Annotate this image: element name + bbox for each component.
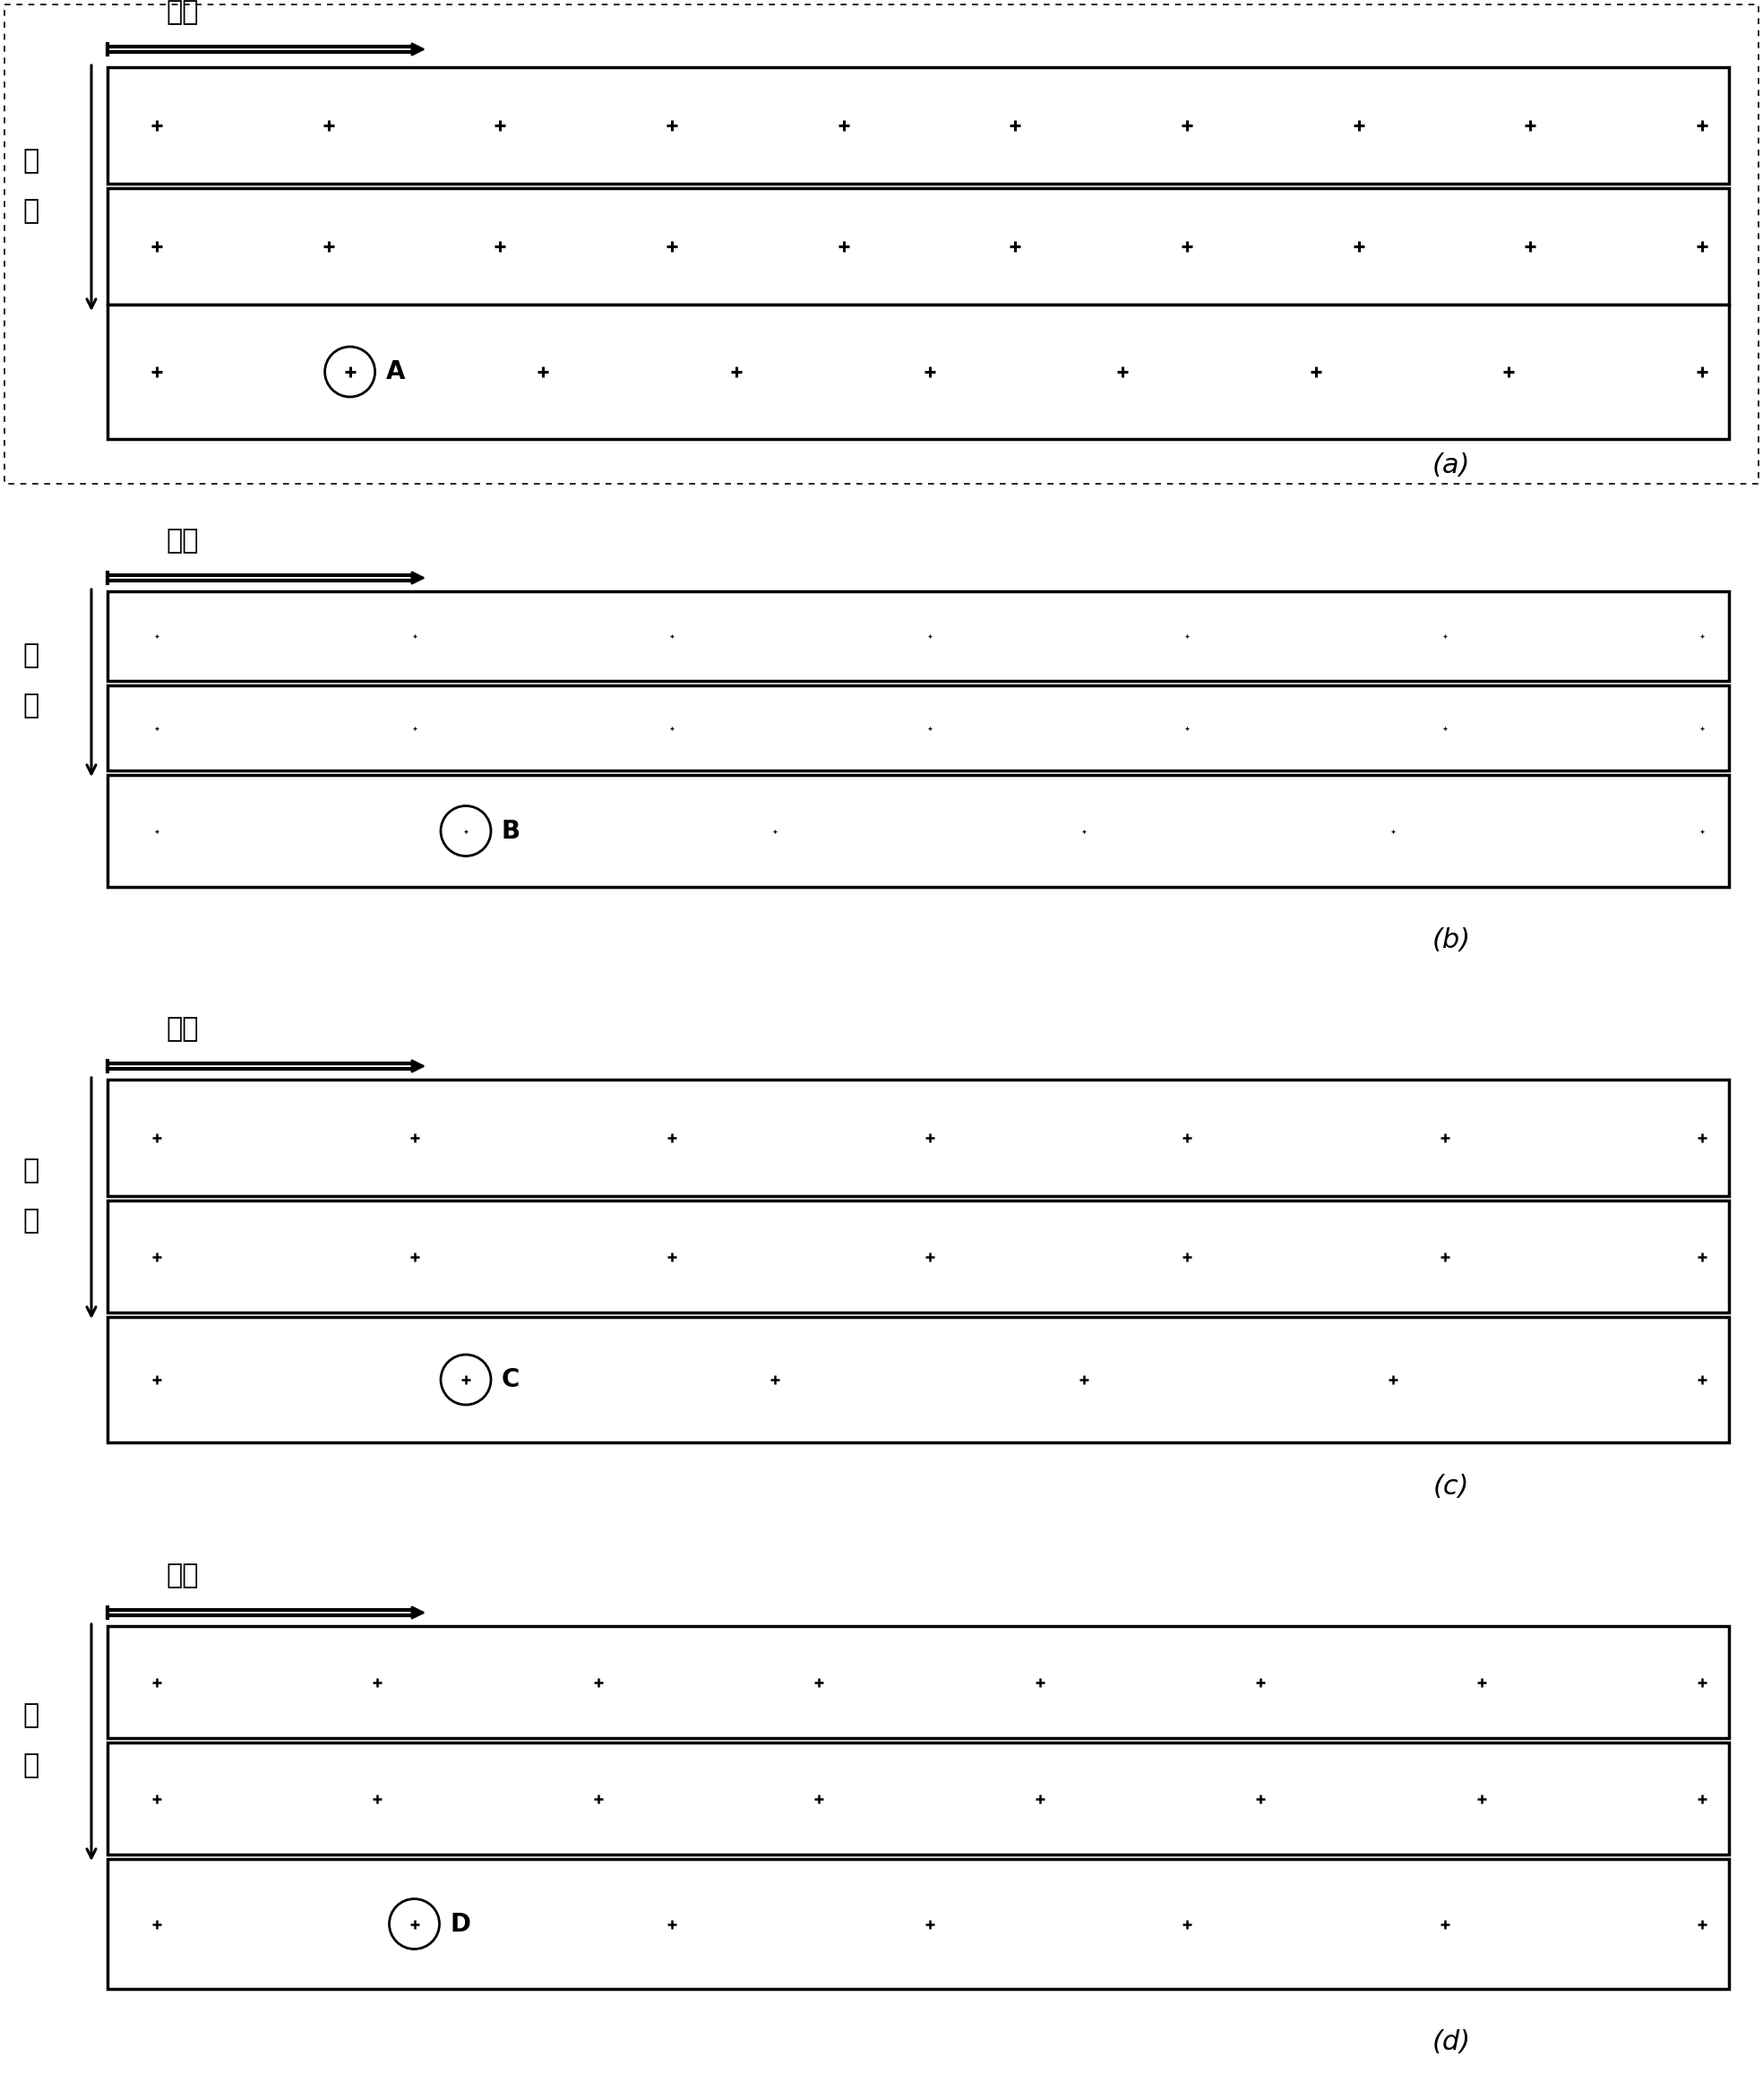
Text: 方位: 方位 [166, 1562, 199, 1588]
Text: (d): (d) [1432, 2031, 1470, 2056]
Bar [108, 1625, 1730, 1739]
Bar [108, 304, 1730, 439]
Bar [5, 4, 1758, 483]
Text: 离: 离 [23, 1751, 39, 1779]
Text: 方位: 方位 [166, 0, 199, 25]
Text: 距: 距 [23, 1157, 39, 1184]
Text: 距: 距 [23, 147, 39, 174]
Text: (c): (c) [1433, 1474, 1469, 1499]
Bar [108, 1201, 1730, 1312]
Bar [108, 1317, 1730, 1443]
Bar [108, 1743, 1730, 1854]
Bar [108, 775, 1730, 886]
Bar [108, 189, 1730, 304]
Text: 距: 距 [23, 643, 39, 668]
Text: 距: 距 [23, 1703, 39, 1728]
Text: B: B [502, 819, 520, 844]
Bar [108, 685, 1730, 771]
Text: (a): (a) [1432, 454, 1470, 479]
Text: D: D [450, 1911, 471, 1936]
Text: C: C [502, 1367, 520, 1392]
Bar [108, 67, 1730, 183]
Bar [108, 1858, 1730, 1989]
Text: 离: 离 [23, 693, 39, 718]
Text: A: A [386, 359, 405, 384]
Bar [108, 1079, 1730, 1197]
Text: 离: 离 [23, 1208, 39, 1235]
Text: 离: 离 [23, 197, 39, 225]
Text: (b): (b) [1432, 928, 1470, 953]
Text: 方位: 方位 [166, 527, 199, 554]
Text: 方位: 方位 [166, 1016, 199, 1042]
Bar [108, 592, 1730, 680]
